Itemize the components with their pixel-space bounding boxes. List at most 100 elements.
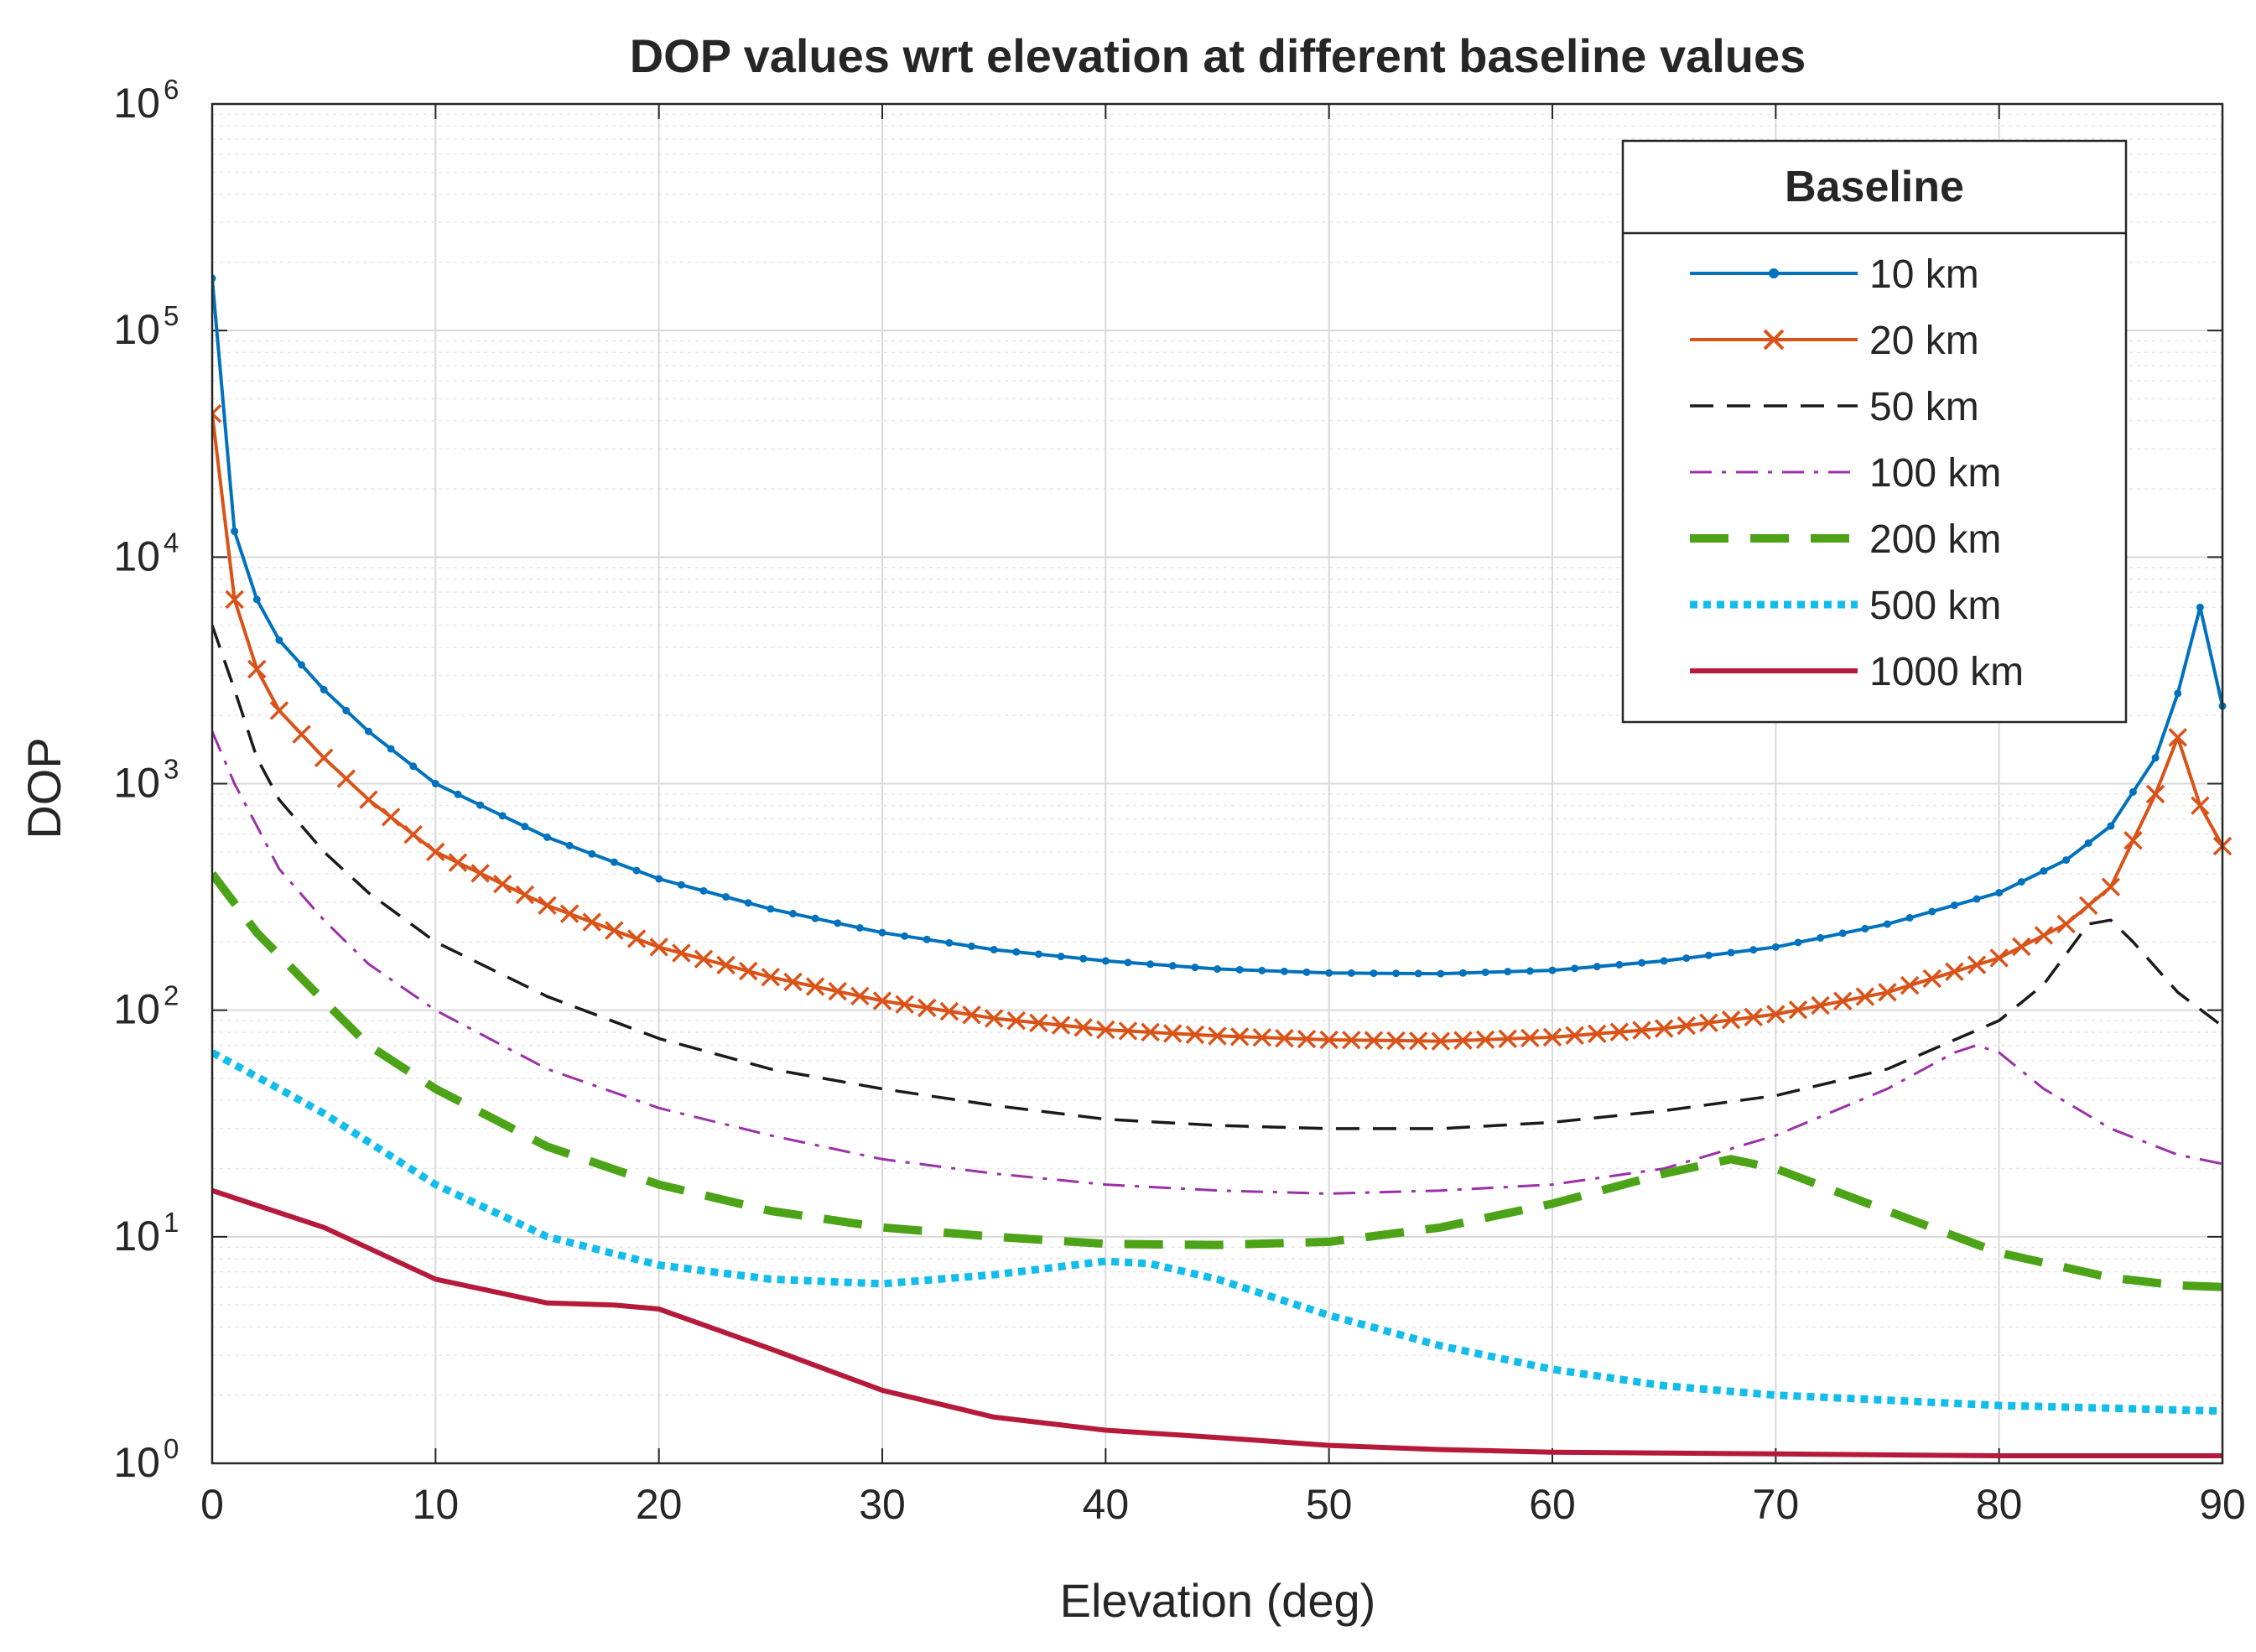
marker-dot-10-km (1950, 901, 1958, 910)
marker-x-20-km (1811, 995, 1830, 1016)
marker-x-20-km (359, 790, 378, 809)
marker-dot-10-km (1168, 962, 1177, 970)
marker-dot-10-km (1079, 954, 1088, 963)
marker-dot-10-km (1905, 913, 1914, 922)
marker-x-20-km (1498, 1029, 1517, 1048)
marker-x-20-km (314, 748, 334, 767)
x-tick-label: 10 (413, 1481, 460, 1528)
marker-dot-10-km (1884, 920, 1891, 928)
marker-dot-10-km (1370, 969, 1378, 978)
marker-dot-10-km (632, 866, 641, 875)
marker-x-20-km (694, 949, 714, 969)
marker-dot-10-km (476, 801, 485, 809)
series-line-200-km (212, 870, 2223, 1291)
marker-dot-10-km (2062, 856, 2071, 865)
marker-x-20-km (917, 998, 937, 1018)
marker-dot-10-km (543, 833, 551, 841)
marker-dot-10-km (1124, 958, 1132, 967)
marker-x-20-km (895, 995, 914, 1014)
marker-x-20-km (1588, 1024, 1607, 1043)
marker-x-20-km (2101, 877, 2121, 896)
marker-dot-10-km (744, 899, 752, 907)
marker-dot-10-km (1771, 943, 1780, 951)
marker-x-20-km (1900, 975, 1920, 995)
marker-dot-10-km (1458, 969, 1467, 977)
legend-marker-20-km (1763, 329, 1785, 351)
marker-x-20-km (2034, 926, 2054, 945)
marker-dot-10-km (1638, 958, 1646, 967)
marker-x-20-km (1319, 1030, 1339, 1050)
marker-x-20-km (1609, 1022, 1630, 1042)
y-tick-label: 10 (113, 80, 160, 127)
marker-x-20-km (1185, 1025, 1205, 1045)
marker-x-20-km (872, 991, 892, 1010)
marker-dot-10-km (1481, 968, 1489, 976)
marker-dot-10-km (2040, 867, 2048, 875)
marker-x-20-km (1654, 1019, 1674, 1038)
marker-dot-10-km (2017, 878, 2025, 886)
marker-x-20-km (649, 938, 668, 957)
marker-x-20-km (850, 986, 870, 1006)
y-axis-label: DOP (18, 737, 70, 839)
marker-dot-10-km (588, 849, 596, 858)
legend-title: Baseline (1785, 163, 1964, 211)
marker-x-20-km (1744, 1007, 1763, 1027)
marker-x-20-km (672, 943, 691, 963)
marker-dot-10-km (454, 790, 462, 798)
chart-title: DOP values wrt elevation at different ba… (630, 29, 1806, 82)
marker-dot-10-km (1437, 969, 1445, 978)
marker-x-20-km (1431, 1031, 1451, 1051)
marker-dot-10-km (901, 932, 909, 940)
marker-x-20-km (1520, 1028, 1540, 1048)
series-line-500-km (212, 1049, 2223, 1416)
marker-dot-10-km (431, 780, 439, 787)
marker-dot-10-km (1571, 964, 1579, 973)
marker-dot-10-km (231, 527, 239, 536)
marker-x-20-km (1364, 1031, 1384, 1050)
marker-x-20-km (1855, 987, 1875, 1006)
marker-x-20-km (1832, 991, 1853, 1010)
legend-box (1621, 139, 2128, 724)
marker-x-20-km (1632, 1021, 1651, 1040)
series-line-1000-km (212, 1187, 2222, 1458)
marker-dot-10-km (855, 923, 864, 932)
marker-x-20-km (1475, 1030, 1495, 1049)
marker-dot-10-km (2084, 839, 2092, 847)
marker-x-20-km (448, 853, 468, 872)
marker-x-20-km (212, 403, 222, 423)
marker-dot-10-km (1526, 967, 1534, 975)
marker-dot-10-km (2151, 754, 2160, 762)
marker-dot-10-km (409, 762, 418, 771)
marker-x-20-km (828, 981, 847, 1001)
marker-dot-10-km (2196, 603, 2204, 611)
x-tick-label: 40 (1083, 1481, 1130, 1528)
marker-x-20-km (247, 659, 267, 679)
marker-dot-10-km (767, 905, 775, 913)
x-tick-label: 50 (1306, 1481, 1353, 1528)
legend-label-20-km: 20 km (1869, 319, 1979, 363)
marker-x-20-km (2168, 728, 2187, 747)
marker-dot-10-km (610, 858, 618, 866)
marker-x-20-km (492, 874, 512, 894)
y-tick-exponent: 4 (164, 527, 179, 558)
x-tick-label: 0 (200, 1481, 224, 1528)
y-tick-exponent: 1 (164, 1207, 179, 1238)
marker-dot-10-km (945, 938, 954, 947)
marker-dot-10-km (1973, 895, 1981, 903)
marker-x-20-km (962, 1005, 981, 1025)
marker-dot-10-km (878, 928, 886, 937)
marker-x-20-km (1073, 1018, 1093, 1037)
marker-x-20-km (1275, 1028, 1294, 1048)
y-tick-label: 10 (113, 986, 160, 1033)
marker-dot-10-km (1392, 969, 1401, 978)
marker-dot-10-km (788, 910, 797, 918)
marker-dot-10-km (1838, 929, 1847, 938)
marker-x-20-km (1051, 1016, 1071, 1035)
series-20-km (212, 403, 2233, 1051)
marker-dot-10-km (1593, 963, 1601, 971)
marker-dot-10-km (521, 823, 529, 831)
marker-x-20-km (336, 769, 356, 788)
marker-dot-10-km (1704, 951, 1713, 959)
y-tick-exponent: 3 (164, 754, 179, 785)
